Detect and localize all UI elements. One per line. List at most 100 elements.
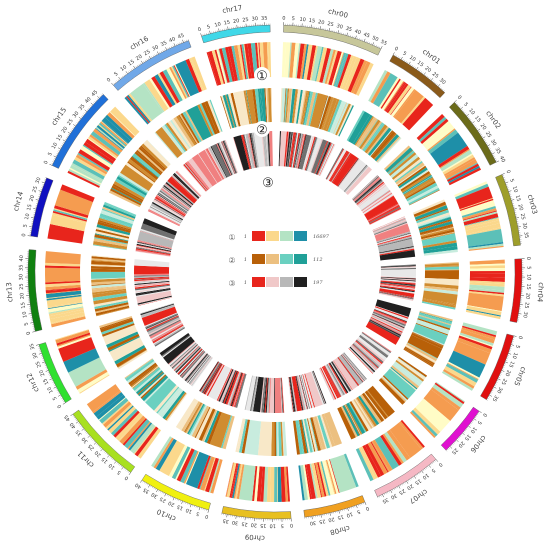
ring3-segment [150,321,182,339]
ring2-segment [102,207,135,221]
chr10-label: chr10 [156,507,178,522]
ring1-segment [85,138,117,162]
ring1-segment [427,128,456,152]
ring3-segment [380,267,416,270]
ring2-segment [139,373,166,398]
ring1-segment [157,73,178,105]
ring1-segment [447,163,480,183]
ring2-segment [405,181,436,200]
chr06-tick-label: 15 [463,433,472,442]
ring3-segment [353,342,381,368]
ring3-segment [350,345,377,372]
ring3-segment [199,361,219,392]
chr08-tick [356,505,358,509]
chr16-minor-tick [164,49,166,51]
ring2-segment [401,173,432,193]
ring1-segment [410,411,436,438]
ring2-segment [91,258,126,263]
ring3-segment [150,204,183,222]
ring1-segment [188,58,204,92]
chr09-label: chr09 [245,532,266,541]
chr06-minor-tick [447,448,449,451]
ring3-segment [361,189,390,211]
ring2-segment [141,375,169,402]
ring3-segment [134,277,170,280]
chr10-minor-tick [180,500,182,502]
ring2-segment [321,96,334,130]
ring2-segment [155,127,183,158]
ring3-segment [356,338,385,362]
ring3-segment [380,278,416,282]
ring2-segment [421,232,455,241]
ring2-segment [91,277,126,280]
ring1-segment [276,466,279,502]
ring3-segment [248,133,256,168]
chr12-minor-tick [41,356,44,358]
ring1-segment [447,361,480,380]
chr02-tick-label: 25 [484,130,492,139]
chr07-minor-tick [388,491,390,493]
chr02-minor-tick [458,105,460,107]
ring3-segment [226,371,240,405]
ring1-segment [263,466,269,502]
ring1-segment [306,45,317,81]
chr09-tick-label: 0 [290,522,294,528]
ring2-segment [343,404,361,436]
ring1-segment [430,387,461,411]
chr15-tick [84,109,88,112]
ring3-segment [370,317,403,333]
ring2-segment [153,384,179,413]
ring1-segment [300,464,308,501]
ring1-segment [270,466,275,502]
ring2-segment [232,92,242,126]
ring3-segment [259,377,265,413]
ring3-segment [322,366,340,398]
ring3-segment [333,357,358,390]
ring2-segment [393,158,422,182]
ring2-segment [336,104,353,137]
ring1-segment [465,223,501,235]
ring1-segment [46,296,83,307]
chr01-tick-label: 10 [408,55,417,63]
ring2-segment [230,92,241,127]
chr16-tick-label: 20 [135,54,144,62]
chr10-minor-tick [161,491,163,494]
chr02-minor-tick [456,103,459,106]
chr06-tick-label: 0 [481,412,488,418]
ring3-segment [145,313,178,328]
ring3-segment [327,363,346,395]
chr13-tick [28,313,32,315]
ring2-segment [94,237,128,245]
ring2-segment [191,405,210,438]
ring2-segment [400,170,429,190]
ring3-segment [134,283,170,290]
ring3-segment [297,134,305,169]
chr13-tick-label: 0 [26,331,33,336]
chr07-minor-tick [403,482,405,485]
ring1-segment [241,44,249,80]
ring3-segment [309,138,322,173]
chr06-minor-tick [451,444,453,447]
ring2-segment [418,219,452,231]
chr02-minor-tick [468,117,471,120]
ring1-segment [45,290,81,295]
ring3-segment [156,194,187,215]
chr05-minor-tick [488,396,490,398]
ring2-segment [422,290,458,305]
ring3-segment [362,331,392,353]
chr02-tick-label: 0 [456,95,463,101]
ring2-segment [98,217,132,230]
ring1-segment [107,405,134,431]
chr14-label: chr14 [12,190,25,212]
ring1-segment [448,350,486,378]
ring1-segment [185,451,200,485]
chr12-tick-label: 25 [35,360,43,368]
chr01-minor-tick [442,88,444,91]
ring3-segment [160,189,190,211]
chr11-tick-label: 10 [108,462,117,471]
ring3-segment [241,134,251,170]
ring2-segment [377,138,402,164]
ring3-segment [186,354,209,383]
chr01-minor-tick [410,64,412,66]
ring3-segment [235,373,246,408]
